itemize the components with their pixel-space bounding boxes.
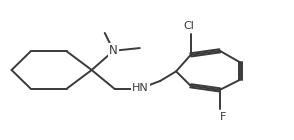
Text: HN: HN	[132, 83, 149, 93]
Text: Cl: Cl	[184, 21, 195, 31]
Text: F: F	[220, 112, 226, 122]
Text: N: N	[109, 44, 118, 57]
